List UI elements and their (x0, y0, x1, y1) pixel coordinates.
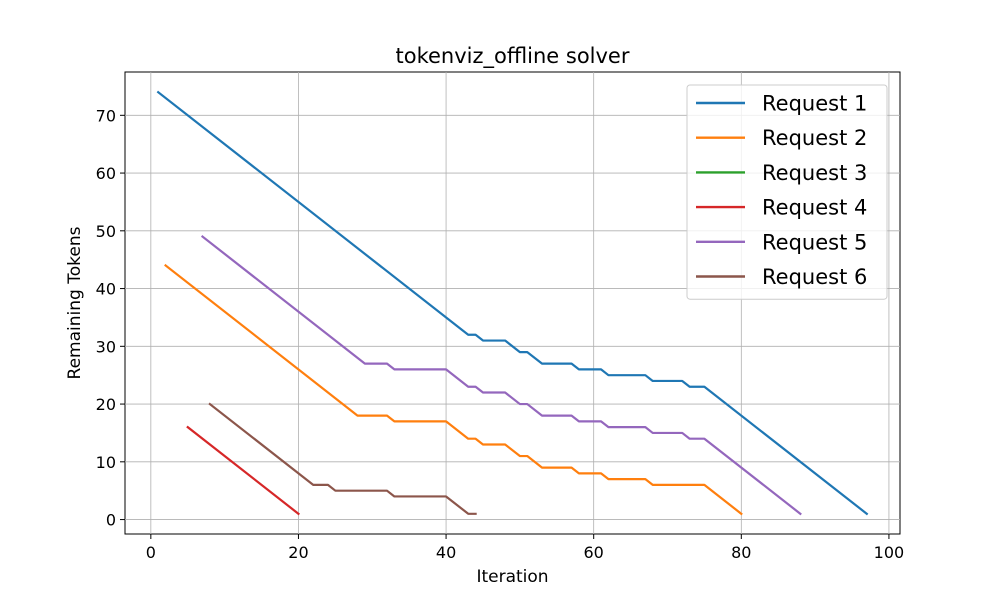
legend-label: Request 2 (762, 126, 867, 150)
x-tick-label: 40 (436, 543, 456, 562)
x-tick-label: 60 (584, 543, 604, 562)
x-tick-label: 100 (874, 543, 905, 562)
series-line-request-6 (208, 402, 477, 515)
series-line-request-5 (200, 235, 802, 516)
x-tick-label: 80 (731, 543, 751, 562)
y-tick-label: 20 (96, 395, 116, 414)
x-tick-label: 0 (146, 543, 156, 562)
legend: Request 1 Request 2 Request 3 Request 4 Requ… (686, 84, 888, 300)
y-axis-ticks: 0 10 20 30 40 50 60 70 (96, 106, 125, 530)
y-tick-label: 10 (96, 453, 116, 472)
legend-label: Request 3 (762, 161, 867, 185)
x-axis-ticks: 0 20 40 60 80 100 (146, 534, 904, 562)
legend-label: Request 6 (762, 265, 867, 289)
y-tick-label: 70 (96, 106, 116, 125)
series-line-request-1 (156, 90, 869, 516)
y-axis-label: Remaining Tokens (65, 226, 85, 379)
plot-area (124, 71, 901, 535)
series-line-request-2 (164, 263, 743, 516)
y-tick-label: 0 (106, 511, 116, 530)
y-tick-label: 50 (96, 222, 116, 241)
series-line-request-4 (186, 425, 300, 516)
x-axis-label: Iteration (476, 567, 548, 587)
chart-title: tokenviz_offline solver (395, 44, 629, 69)
series-lines (156, 90, 869, 516)
x-tick-label: 20 (288, 543, 308, 562)
legend-label: Request 4 (762, 196, 867, 220)
legend-label: Request 1 (762, 92, 867, 116)
y-tick-label: 30 (96, 337, 116, 356)
legend-label: Request 5 (762, 230, 867, 254)
y-tick-label: 40 (96, 280, 116, 299)
y-tick-label: 60 (96, 164, 116, 183)
